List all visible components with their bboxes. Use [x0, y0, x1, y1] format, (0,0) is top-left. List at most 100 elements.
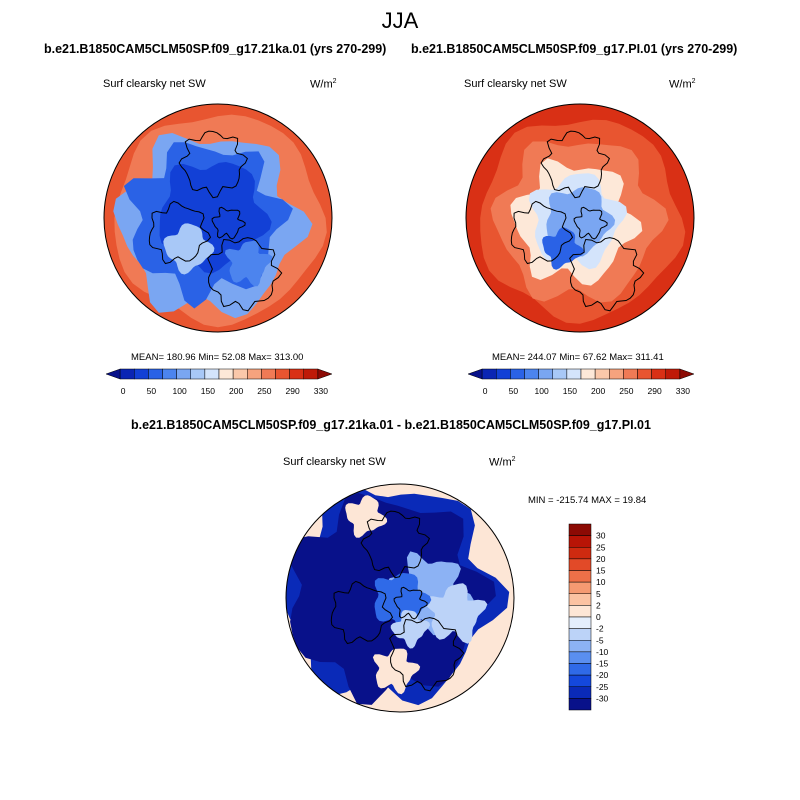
panel2-colorbar: 0 50 100 150 200 250 290 330 [467, 368, 695, 396]
colorbar-swatch [568, 651, 592, 664]
colorbar-swatch [568, 570, 592, 583]
map-border [465, 103, 695, 333]
colorbar-swatch [568, 698, 592, 711]
colorbar-swatch [176, 368, 191, 380]
colorbar-tick-label: 0 [596, 612, 601, 622]
colorbar-swatch [148, 368, 163, 380]
colorbar-swatch [496, 368, 511, 380]
colorbar-tick-label: -2 [596, 624, 604, 634]
coastline-greenland [148, 200, 212, 265]
diff-polar-map [285, 483, 515, 713]
colorbar-tick-label: 10 [596, 577, 606, 587]
coastline-archipelago [211, 206, 246, 240]
field-region-4 [423, 583, 488, 644]
colorbar-swatch [190, 368, 206, 380]
colorbar-tick-label: -5 [596, 635, 604, 645]
colorbar-tick-label: -25 [596, 682, 609, 692]
colorbar-tick-label: -30 [596, 693, 609, 703]
colorbar-tick-label: 25 [596, 542, 606, 552]
colorbar-tick-label: 50 [147, 386, 157, 396]
colorbar-tick-label: 100 [173, 386, 187, 396]
coastline-archipelago [393, 586, 428, 620]
panel1-variable-label: Surf clearsky net SW [103, 78, 206, 90]
colorbar-swatch [651, 368, 666, 380]
colorbar-tick-label: -20 [596, 670, 609, 680]
colorbar-swatch [568, 628, 592, 641]
colorbar-swatch [568, 593, 592, 606]
colorbar-swatch [568, 605, 592, 618]
colorbar-swatch [510, 368, 525, 380]
coastlines [330, 510, 465, 692]
diff-units: W/m2 [489, 456, 516, 469]
colorbar-swatch [204, 368, 220, 380]
colorbar-tick-label: 0 [483, 386, 488, 396]
panel2-units: W/m2 [669, 78, 696, 91]
panel1-stats: MEAN= 180.96 Min= 52.08 Max= 313.00 [131, 352, 304, 363]
colorbar-tick-label: 250 [257, 386, 271, 396]
colorbar-swatch [637, 368, 652, 380]
colorbar-swatch [568, 523, 592, 536]
colorbar-swatch [317, 368, 333, 380]
colorbar-swatch [568, 558, 592, 571]
coastline-greenland [510, 200, 574, 265]
panel1-units: W/m2 [310, 78, 337, 91]
colorbar-swatch [162, 368, 177, 380]
colorbar-tick-label: 5 [596, 589, 601, 599]
colorbar-swatch [119, 368, 135, 380]
colorbar-swatch [568, 663, 592, 676]
field-region-8 [372, 648, 421, 695]
map-border [285, 483, 515, 713]
colorbar-swatch [218, 368, 234, 380]
colorbar-tick-label: -15 [596, 659, 609, 669]
map-field [286, 484, 514, 712]
coastline-north-america [178, 130, 249, 199]
colorbar-swatch [261, 368, 276, 380]
panel1-polar-map [103, 103, 333, 333]
colorbar-tick-label: -10 [596, 647, 609, 657]
coastline-eurasia [569, 237, 645, 312]
colorbar-tick-label: 0 [121, 386, 126, 396]
colorbar-swatch [524, 368, 539, 380]
colorbar-tick-label: 290 [648, 386, 662, 396]
colorbar-swatch [568, 674, 592, 687]
colorbar-tick-label: 330 [676, 386, 690, 396]
colorbar-tick-label: 50 [509, 386, 519, 396]
colorbar-swatch [232, 368, 248, 380]
coastline-eurasia [207, 237, 283, 312]
colorbar-swatch [665, 368, 681, 380]
colorbar-tick-label: 150 [563, 386, 577, 396]
field-region-7 [345, 495, 388, 538]
field-region-6 [542, 227, 584, 270]
field-region-6 [224, 240, 273, 287]
colorbar-swatch [467, 368, 483, 380]
map-border [103, 103, 333, 333]
colorbar-swatch [568, 686, 592, 699]
colorbar-swatch [568, 616, 592, 629]
map-field [104, 104, 332, 332]
coastline-eurasia [389, 617, 465, 692]
coastline-archipelago [573, 206, 608, 240]
colorbar-tick-label: 2 [596, 600, 601, 610]
colorbar-swatch [481, 368, 497, 380]
colorbar-tick-label: 150 [201, 386, 215, 396]
colorbar-tick-label: 20 [596, 554, 606, 564]
colorbar-swatch [580, 368, 596, 380]
field-region-6 [390, 610, 430, 649]
diff-variable-label: Surf clearsky net SW [283, 456, 386, 468]
panel2-variable-label: Surf clearsky net SW [464, 78, 567, 90]
colorbar-swatch [303, 368, 319, 380]
colorbar-swatch [566, 368, 582, 380]
colorbar-tick-label: 100 [535, 386, 549, 396]
colorbar-tick-label: 330 [314, 386, 328, 396]
colorbar-swatch [538, 368, 553, 380]
colorbar-swatch [289, 368, 304, 380]
panel2-case-title: b.e21.B1850CAM5CLM50SP.f09_g17.PI.01 (yr… [411, 42, 738, 56]
colorbar-tick-label: 30 [596, 531, 606, 541]
coastline-greenland [330, 580, 394, 645]
panel2-polar-map [465, 103, 695, 333]
map-field [466, 104, 694, 332]
colorbar-swatch [679, 368, 695, 380]
field-region-5 [163, 223, 215, 275]
colorbar-swatch [568, 535, 592, 548]
